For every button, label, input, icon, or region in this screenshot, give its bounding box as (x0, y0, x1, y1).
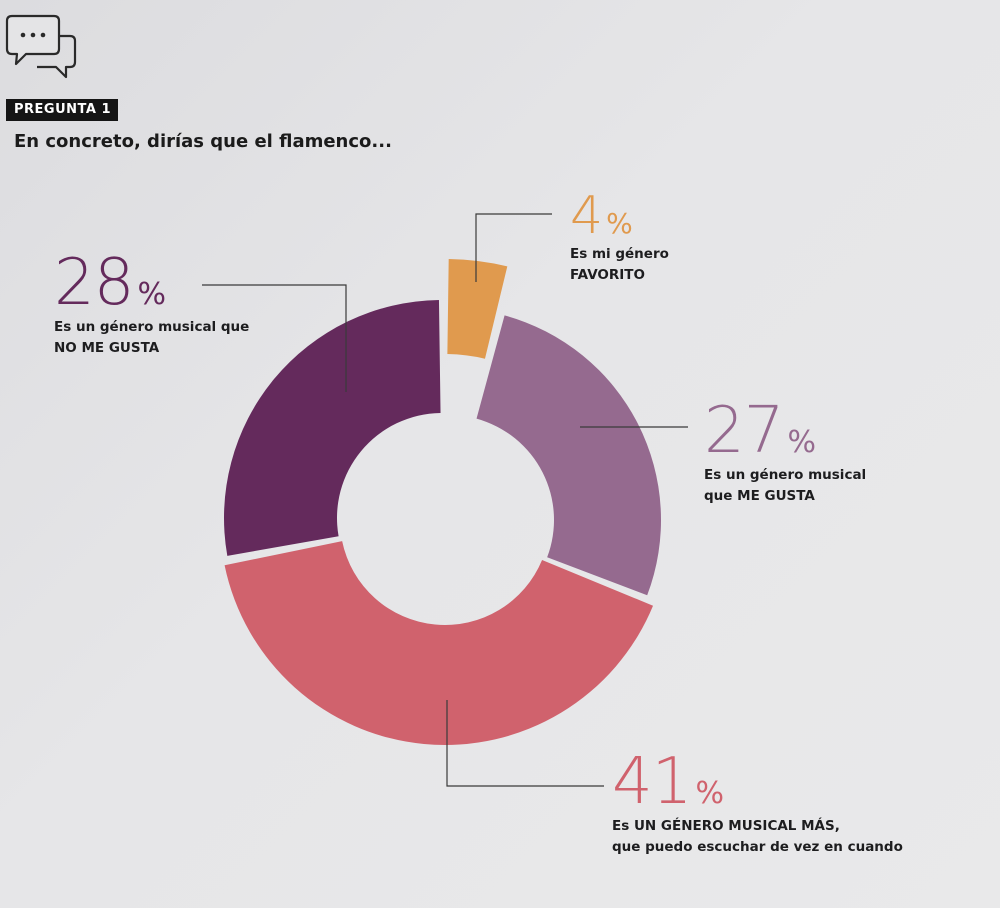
question-tag: PREGUNTA 1 (6, 99, 119, 121)
leader-favorito (475, 213, 552, 282)
desc-me-gusta-line2: que ME GUSTA (704, 488, 815, 504)
percent-sign: % (137, 277, 166, 312)
data-label-genero-mas: 41 (612, 745, 692, 819)
leader-genero-mas (446, 700, 604, 787)
percent-sign: % (695, 776, 724, 811)
desc-no-gusta-line1: Es un género musical que (54, 319, 250, 335)
percent-sign: % (787, 425, 816, 460)
data-label-no-gusta: 28 (54, 246, 134, 320)
slice-me-gusta (476, 315, 662, 596)
leader-no-gusta (202, 284, 347, 392)
desc-favorito-line1: Es mi género (570, 246, 669, 262)
slice-no-gusta (224, 300, 441, 556)
desc-genero-mas-line1: Es UN GÉNERO MUSICAL MÁS, (612, 818, 840, 834)
slice-mas (224, 541, 654, 745)
callout-me-gusta: 27% Es un género musical que ME GUSTA (704, 399, 866, 507)
callout-favorito: 4% Es mi género FAVORITO (570, 190, 669, 286)
desc-favorito-line2: FAVORITO (570, 267, 645, 283)
percent-sign: % (606, 207, 633, 240)
desc-me-gusta-line1: Es un género musical (704, 467, 867, 483)
desc-no-gusta-line2: NO ME GUSTA (54, 340, 160, 356)
callout-no-gusta: 28% Es un género musical que NO ME GUSTA (54, 251, 249, 359)
chat-bubbles-icon (5, 14, 77, 79)
data-label-favorito: 4 (570, 186, 603, 246)
question-title: En concreto, dirías que el flamenco... (14, 131, 392, 152)
desc-genero-mas-line2: que puedo escuchar de vez en cuando (612, 839, 903, 855)
callout-genero-mas: 41% Es UN GÉNERO MUSICAL MÁS, que puedo … (612, 750, 903, 858)
slice-favorito (447, 259, 508, 359)
data-label-me-gusta: 27 (704, 394, 784, 468)
